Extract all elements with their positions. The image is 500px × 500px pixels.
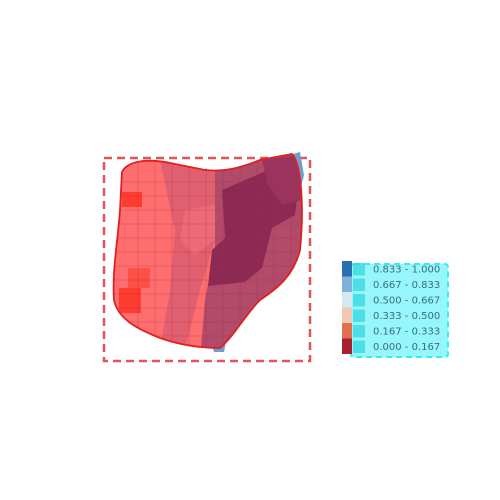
legend-swatch <box>342 307 352 323</box>
legend-label: 0.667 - 0.833 <box>373 280 440 291</box>
legend-swatch <box>342 323 352 339</box>
legend-marker <box>353 278 365 291</box>
state-region <box>113 154 302 348</box>
legend-label: 0.500 - 0.667 <box>373 296 440 307</box>
legend-marker <box>353 309 365 322</box>
map-frame <box>102 156 312 363</box>
legend-swatch <box>342 276 352 292</box>
legend-label: 0.333 - 0.500 <box>373 311 440 322</box>
legend-marker <box>353 325 365 338</box>
legend-highlight-box <box>350 263 449 358</box>
state-outline <box>112 153 303 349</box>
legend-swatch <box>342 292 352 308</box>
legend-label: 0.833 - 1.000 <box>373 265 440 276</box>
legend-swatch <box>342 261 352 277</box>
legend-swatch <box>342 338 352 354</box>
legend-label: 0.000 - 0.167 <box>373 342 440 353</box>
legend-marker <box>353 340 365 353</box>
legend-label: 0.167 - 0.333 <box>373 327 440 338</box>
legend-marker <box>353 294 365 307</box>
map-legend: 0.833 - 1.000 0.667 - 0.833 0.500 - 0.667 0… <box>342 261 449 358</box>
legend-marker <box>353 263 365 276</box>
